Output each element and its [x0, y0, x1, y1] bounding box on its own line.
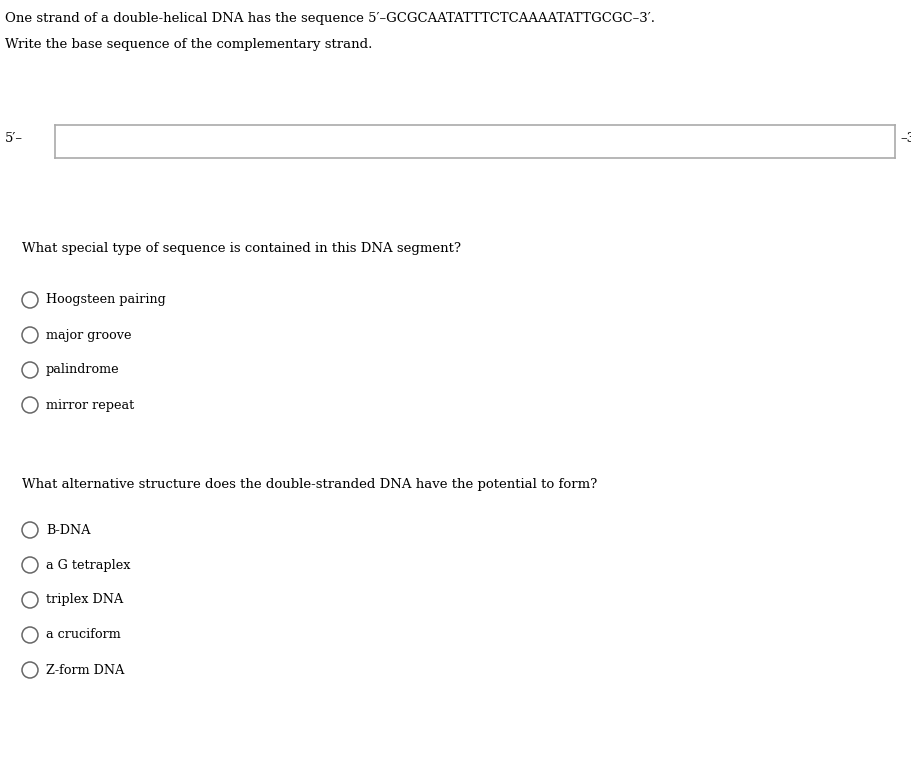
Text: palindrome: palindrome — [46, 364, 119, 376]
Text: What alternative structure does the double-stranded DNA have the potential to fo: What alternative structure does the doub… — [22, 478, 597, 491]
Text: Write the base sequence of the complementary strand.: Write the base sequence of the complemen… — [5, 38, 372, 51]
Text: triplex DNA: triplex DNA — [46, 594, 123, 606]
Text: a G tetraplex: a G tetraplex — [46, 559, 130, 572]
Text: major groove: major groove — [46, 329, 131, 342]
Text: mirror repeat: mirror repeat — [46, 398, 134, 411]
Text: One strand of a double-helical DNA has the sequence 5′–GCGCAATATTTCTCAAAATATTGCG: One strand of a double-helical DNA has t… — [5, 12, 654, 25]
Text: What special type of sequence is contained in this DNA segment?: What special type of sequence is contain… — [22, 242, 460, 255]
Text: 5′–: 5′– — [5, 131, 23, 144]
Text: Z-form DNA: Z-form DNA — [46, 663, 124, 676]
Text: Hoogsteen pairing: Hoogsteen pairing — [46, 294, 166, 307]
Text: a cruciform: a cruciform — [46, 628, 120, 641]
Text: –3′: –3′ — [899, 131, 911, 144]
Text: B-DNA: B-DNA — [46, 524, 90, 537]
